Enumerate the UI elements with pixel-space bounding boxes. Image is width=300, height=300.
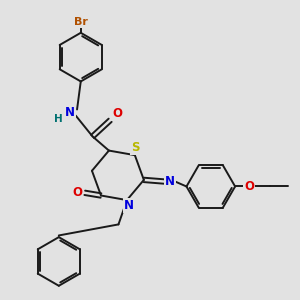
Text: O: O [112,107,123,120]
Text: Br: Br [74,17,88,27]
Text: N: N [124,199,134,212]
Text: N: N [165,175,175,188]
Text: O: O [244,180,254,193]
Text: H: H [54,114,63,124]
Text: O: O [72,186,82,199]
Text: N: N [64,106,75,119]
Text: S: S [131,141,140,154]
